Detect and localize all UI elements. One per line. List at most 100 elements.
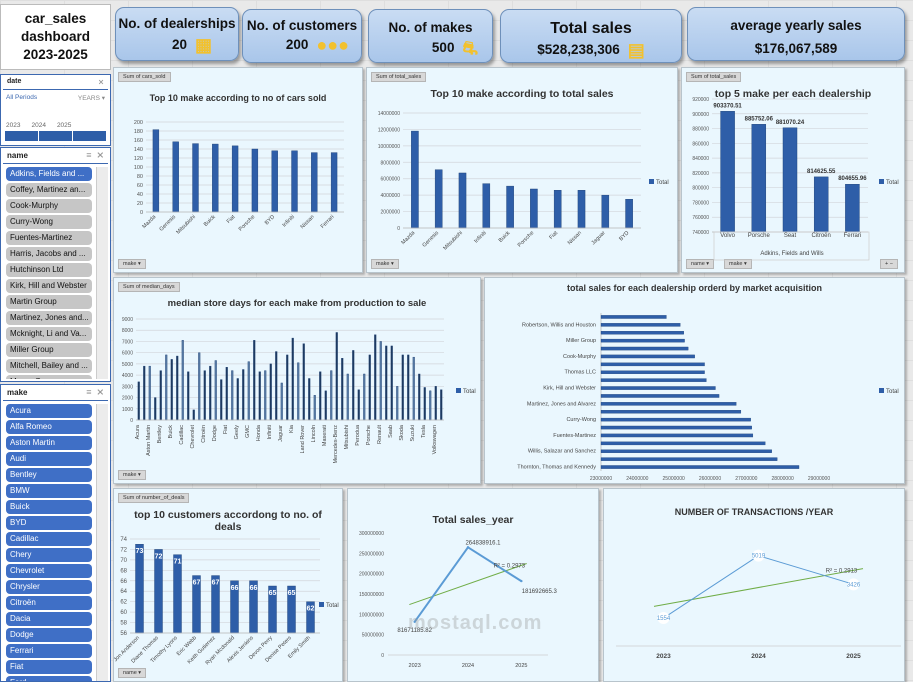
timeline-bar[interactable]	[5, 131, 106, 141]
expand-collapse-buttons[interactable]: + −	[880, 259, 898, 269]
slicer-item[interactable]: Fuentes-Martinez	[6, 231, 92, 245]
bar	[482, 183, 491, 229]
kpi-makes[interactable]: No. of makes 500 ⛐	[368, 9, 493, 63]
chart-top5-per-dealership: Sum of total_sales top 5 make per each de…	[681, 67, 905, 273]
y-tick-label: 80	[137, 174, 143, 180]
scrollbar[interactable]	[96, 404, 108, 681]
slicer-item[interactable]: Moran Group	[6, 375, 92, 379]
data-label: 72	[155, 553, 163, 560]
slicer-item[interactable]: Kirk, Hill and Webster	[6, 279, 92, 293]
kpi-dealerships[interactable]: No. of dealerships 20 ▦	[115, 7, 239, 61]
date-timeline-slicer[interactable]: date ⨯ All Periods YEARS ▾ 2023 2024 2025	[0, 74, 111, 146]
timeline-segment-2023[interactable]	[5, 131, 38, 141]
scrollbar[interactable]	[96, 167, 108, 379]
pivot-field-tag[interactable]: Sum of cars_sold	[118, 72, 171, 82]
pivot-field-tag[interactable]: Sum of median_days	[118, 282, 180, 292]
timeline-segment-2025[interactable]	[73, 131, 106, 141]
kpi-average-yearly-sales[interactable]: average yearly sales $176,067,589	[687, 7, 905, 61]
time-level-dropdown[interactable]: YEARS ▾	[77, 95, 105, 102]
slicer-item[interactable]: Mitchell, Bailey and ...	[6, 359, 92, 373]
slicer-item[interactable]: Ferrari	[6, 644, 92, 658]
x-tick-label: Geely	[234, 425, 240, 440]
multi-select-icon[interactable]: ≡	[86, 150, 92, 160]
y-tick-label: 70	[120, 558, 127, 564]
year-label: 2024	[31, 122, 46, 129]
make-slicer[interactable]: make ≡ ⨯ Acura Alfa Romeo Aston Martin Audi Be…	[0, 384, 111, 682]
x-tick-label: Tesla	[421, 424, 427, 438]
pivot-field-button[interactable]: name ▾	[118, 668, 147, 678]
x-tick-label: BYD	[618, 230, 630, 242]
pivot-field-tag[interactable]: Sum of total_sales	[371, 72, 427, 82]
car-icon: ⛐	[462, 37, 478, 58]
slicer-item[interactable]: Martin Group	[6, 295, 92, 309]
chart-title: Top 10 make according to no of cars sold	[149, 93, 327, 103]
x-tick-label: Porsche	[517, 230, 536, 249]
slicer-item[interactable]: Dacia	[6, 612, 92, 626]
slicer-item[interactable]: BYD	[6, 516, 92, 530]
slicer-item[interactable]: Cadillac	[6, 532, 92, 546]
slicer-item[interactable]: Dodge	[6, 628, 92, 642]
slicer-item[interactable]: Audi	[6, 452, 92, 466]
bar	[600, 378, 707, 382]
bar	[600, 331, 684, 335]
bar	[600, 457, 778, 461]
bar	[236, 378, 239, 421]
slicer-item[interactable]: Chevrolet	[6, 564, 92, 578]
slicer-item[interactable]: Acura	[6, 404, 92, 418]
chart-cars-sold: Sum of cars_sold Top 10 make according to…	[113, 67, 363, 273]
pivot-field-button[interactable]: make ▾	[371, 259, 399, 269]
slicer-item[interactable]: Miller Group	[6, 343, 92, 357]
data-label: 66	[250, 585, 258, 592]
name-slicer[interactable]: name ≡ ⨯ Adkins, Fields and ... Coffey, Mar…	[0, 147, 111, 382]
bar	[600, 346, 689, 351]
slicer-item[interactable]: Citroën	[6, 596, 92, 610]
chart-title: Top 10 make according to total sales	[430, 88, 614, 100]
y-tick-label: 74	[120, 537, 127, 543]
slicer-item[interactable]: Buick	[6, 500, 92, 514]
pivot-field-tag[interactable]: Sum of total_sales	[686, 72, 742, 82]
slicer-item[interactable]: BMW	[6, 484, 92, 498]
y-tick-label: 20	[137, 201, 143, 207]
clear-filter-icon[interactable]: ⨯	[96, 150, 104, 160]
slicer-item[interactable]: Harris, Jacobs and ...	[6, 247, 92, 261]
timeline-segment-2024[interactable]	[39, 131, 72, 141]
pivot-field-button[interactable]: name ▾	[686, 259, 715, 269]
bar	[600, 362, 705, 367]
bar	[154, 549, 163, 634]
bar	[214, 360, 217, 421]
slicer-item[interactable]: Bentley	[6, 468, 92, 482]
y-tick-label: 7000	[122, 339, 133, 345]
slicer-item[interactable]: Ford	[6, 676, 92, 681]
kpi-customers[interactable]: No. of customers 200 ●●●	[242, 9, 362, 63]
period-label: All Periods	[6, 94, 38, 101]
slicer-item[interactable]: Cook-Murphy	[6, 199, 92, 213]
pivot-field-button[interactable]: make ▾	[118, 470, 146, 480]
slicer-item[interactable]: Curry-Wong	[6, 215, 92, 229]
slicer-item[interactable]: Hutchinson Ltd	[6, 263, 92, 277]
x-tick-label: 2025	[846, 653, 861, 660]
slicer-item[interactable]: Mcknight, Li and Va...	[6, 327, 92, 341]
clear-filter-icon[interactable]: ⨯	[98, 79, 104, 86]
pivot-field-tag[interactable]: Sum of number_of_deals	[118, 493, 190, 503]
clear-filter-icon[interactable]: ⨯	[96, 387, 104, 397]
x-tick-label: Mercedes-Benz	[333, 425, 339, 464]
slicer-item[interactable]: Aston Martin	[6, 436, 92, 450]
bar	[782, 127, 798, 233]
chart-canvas: 0 1000 2000 3000 4000 5000 6000 7000 8000 9000 Acu…	[122, 317, 476, 464]
slicer-item[interactable]: Alfa Romeo	[6, 420, 92, 434]
slicer-item[interactable]: Fiat	[6, 660, 92, 674]
bar	[506, 185, 514, 229]
pivot-field-button[interactable]: make ▾	[118, 259, 146, 269]
data-label: 71	[174, 559, 182, 566]
pivot-field-button[interactable]: make ▾	[724, 259, 752, 269]
multi-select-icon[interactable]: ≡	[86, 387, 92, 397]
kpi-total-sales[interactable]: Total sales $528,238,306 ▤	[500, 9, 682, 63]
slicer-item[interactable]: Coffey, Martinez an...	[6, 183, 92, 197]
slicer-item[interactable]: Chrysler	[6, 580, 92, 594]
bar	[319, 371, 322, 421]
bar	[423, 387, 426, 421]
slicer-item[interactable]: Martinez, Jones and...	[6, 311, 92, 325]
bar	[577, 190, 586, 229]
slicer-item[interactable]: Adkins, Fields and ...	[6, 167, 92, 181]
slicer-item[interactable]: Chery	[6, 548, 92, 562]
